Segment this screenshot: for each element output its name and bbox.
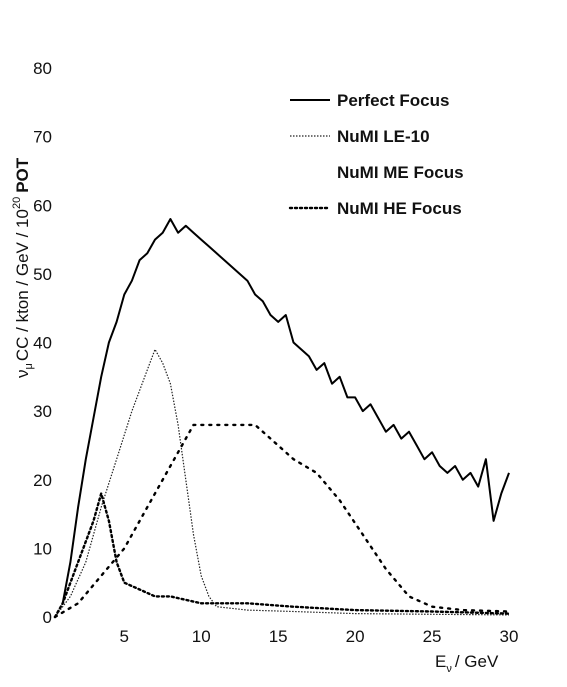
x-tick-label: 30 [500,627,519,646]
x-tick-labels: 5 10 15 20 25 30 [120,627,519,646]
y-tick-label: 0 [43,608,52,627]
y-axis-label: νμCC / kton / GeV / 1020POT [11,157,35,378]
legend-label: Perfect Focus [337,91,449,110]
legend-label: NuMI LE-10 [337,127,430,146]
series-line-1 [54,348,510,618]
x-tick-label: 15 [269,627,288,646]
y-tick-labels: 0 10 20 30 40 50 60 70 80 [33,59,52,627]
series-lines [53,218,511,619]
legend: Perfect Focus NuMI LE-10 NuMI ME Focus NuMI… [288,91,464,218]
x-tick-label: 10 [192,627,211,646]
y-tick-label: 20 [33,471,52,490]
legend-label: NuMI HE Focus [337,199,462,218]
y-tick-label: 70 [33,128,52,147]
series-line-0 [61,218,510,604]
x-tick-label: 5 [120,627,129,646]
series-line-3 [53,492,511,619]
legend-label: NuMI ME Focus [337,163,464,182]
x-tick-label: 25 [423,627,442,646]
y-tick-label: 40 [33,334,52,353]
y-tick-label: 30 [33,402,52,421]
series-line-4 [53,423,511,619]
y-tick-label: 10 [33,539,52,558]
y-tick-label: 80 [33,59,52,78]
x-tick-label: 20 [346,627,365,646]
x-axis-label: Eν / GeV [435,652,499,675]
y-tick-label: 60 [33,196,52,215]
y-tick-label: 50 [33,265,52,284]
